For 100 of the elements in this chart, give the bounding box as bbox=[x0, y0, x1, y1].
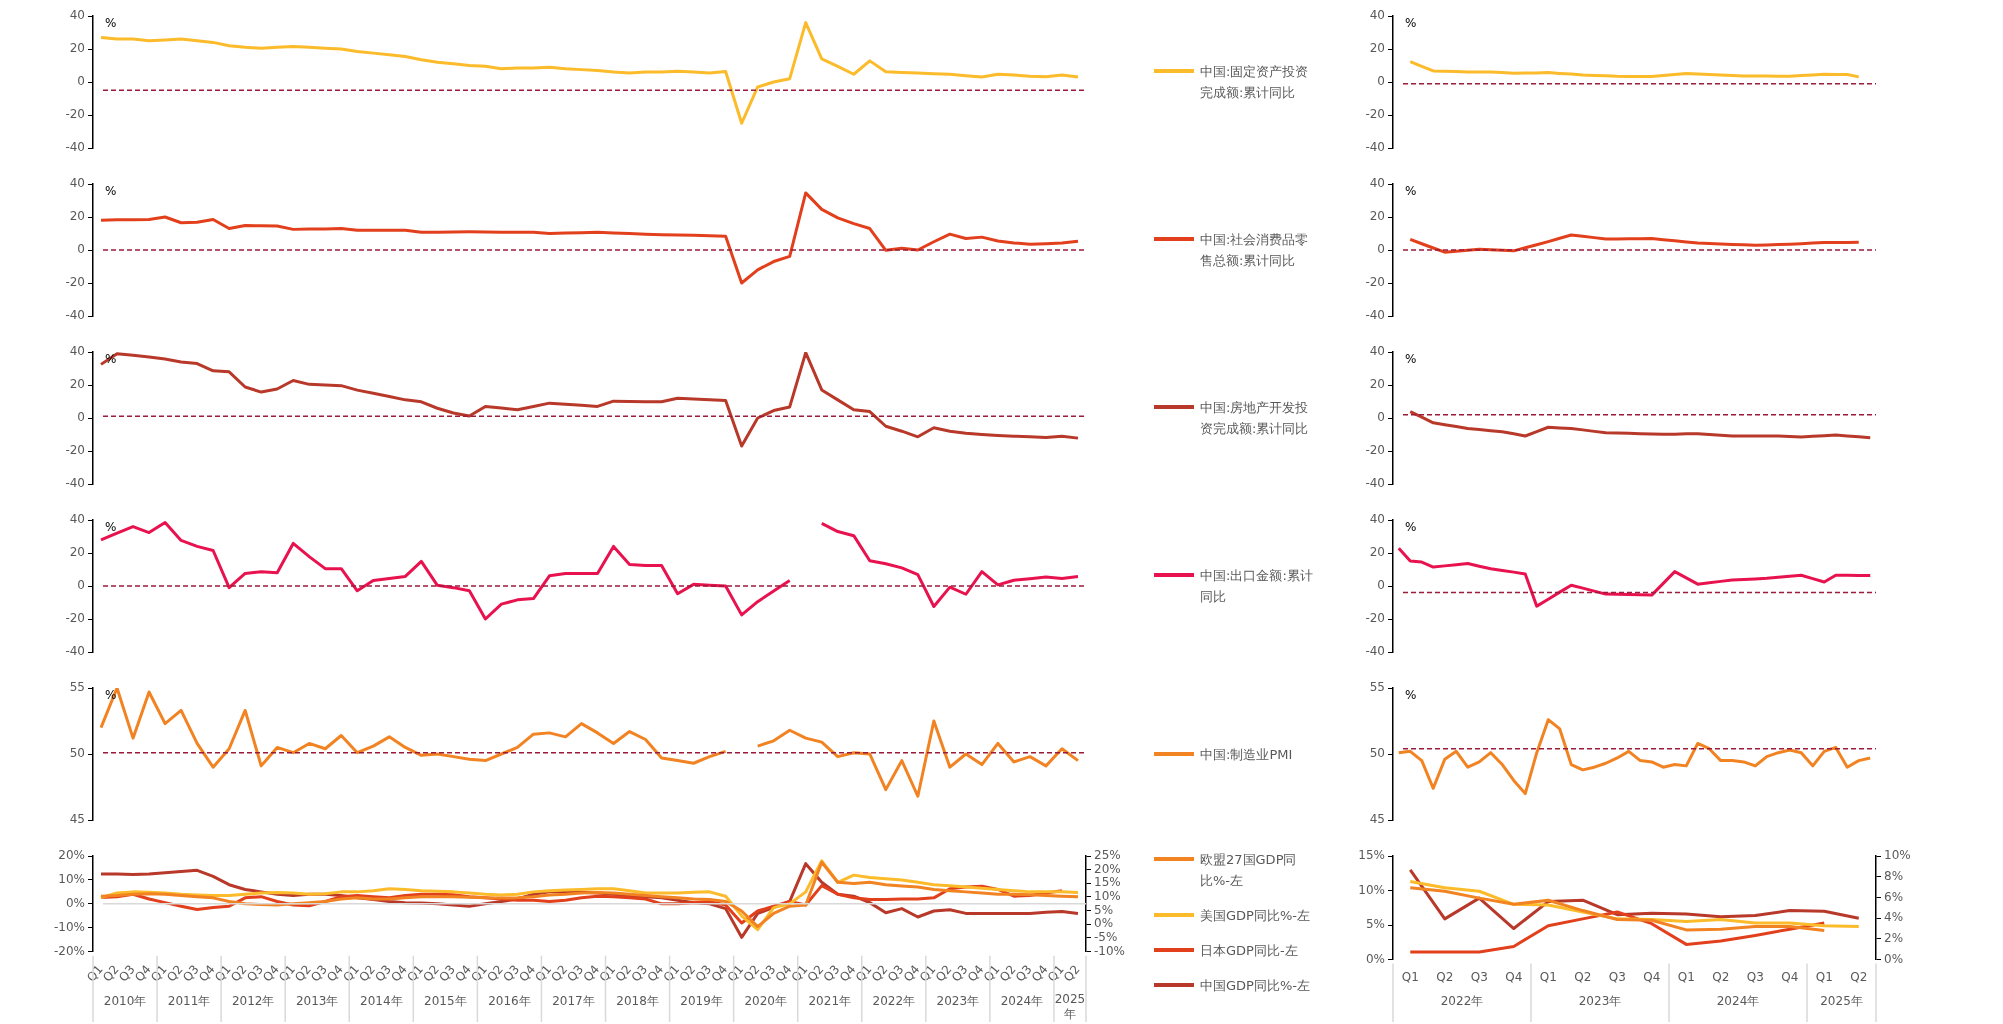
text: 2016年 bbox=[488, 994, 531, 1009]
y-axis-title: % bbox=[105, 16, 117, 31]
y-tick-label: 20 bbox=[1369, 545, 1385, 560]
text: 2020年 bbox=[744, 994, 787, 1009]
y-tick-label: -40 bbox=[65, 140, 85, 155]
y-axis-title: % bbox=[105, 520, 117, 535]
x-tick-label: Q4 bbox=[1505, 969, 1523, 984]
y-tick-label: -20 bbox=[65, 275, 85, 290]
y-tick-label: 0 bbox=[1377, 410, 1385, 425]
y-tick-label: 20 bbox=[69, 545, 85, 560]
y-tick-label: -10% bbox=[53, 919, 85, 934]
text: 2018年 bbox=[616, 994, 659, 1009]
y-tick-label: -20 bbox=[65, 107, 85, 122]
text: 2025年 bbox=[1054, 992, 1086, 1022]
text: 2015年 bbox=[424, 994, 467, 1009]
y-tick-label: 15% bbox=[1358, 848, 1385, 863]
x-tick-label: Q2 bbox=[1436, 969, 1454, 984]
y2-tick-label: 10% bbox=[1094, 889, 1121, 904]
text: 2022年 bbox=[1440, 994, 1484, 1009]
x-tick-label: Q2 bbox=[1712, 969, 1730, 984]
y-tick-label: -20 bbox=[1365, 443, 1385, 458]
y-tick-label: 50 bbox=[69, 746, 85, 761]
y2-tick-label: 2% bbox=[1884, 931, 1904, 946]
y-tick-label: 20 bbox=[1369, 377, 1385, 392]
y-axis-title: % bbox=[1405, 16, 1417, 31]
y-tick-label: 0% bbox=[1365, 951, 1385, 966]
legend-label: 日本GDP同比-左 bbox=[1200, 941, 1299, 960]
text: 2025年 bbox=[1820, 994, 1863, 1009]
y2-tick-label: 15% bbox=[1094, 875, 1121, 890]
y2-tick-label: 4% bbox=[1884, 910, 1904, 925]
y-axis-title: % bbox=[1405, 520, 1417, 535]
y-tick-label: 0 bbox=[1377, 74, 1385, 89]
y2-tick-label: 20% bbox=[1094, 861, 1121, 876]
y-tick-label: -40 bbox=[1365, 308, 1385, 323]
x-tick-label: Q3 bbox=[1608, 969, 1626, 984]
y-tick-label: -40 bbox=[65, 308, 85, 323]
y-tick-label: -40 bbox=[1365, 476, 1385, 491]
y-tick-label: 0 bbox=[1377, 578, 1385, 593]
y-tick-label: 0 bbox=[1377, 242, 1385, 257]
y-tick-label: 40 bbox=[1369, 176, 1385, 191]
y-tick-label: -40 bbox=[65, 476, 85, 491]
y-tick-label: 40 bbox=[69, 176, 85, 191]
legend-label: 中国:社会消费品零售总额:累计同比 bbox=[1200, 231, 1310, 270]
y-tick-label: 40 bbox=[1369, 8, 1385, 23]
x-tick-label: Q1 bbox=[1539, 969, 1557, 984]
y-axis-title: % bbox=[1405, 352, 1417, 367]
y2-tick-label: 0% bbox=[1094, 916, 1114, 931]
x-tick-label: Q1 bbox=[1401, 969, 1419, 984]
text: 2010年 bbox=[103, 994, 147, 1009]
y-tick-label: 10% bbox=[1358, 882, 1385, 897]
y-tick-label: 0 bbox=[77, 578, 85, 593]
x-tick-label: Q4 bbox=[1643, 969, 1661, 984]
y-tick-label: 50 bbox=[1369, 746, 1385, 761]
y-tick-label: -40 bbox=[1365, 644, 1385, 659]
y-tick-label: -20 bbox=[1365, 611, 1385, 626]
x-tick-label: Q2 bbox=[1850, 969, 1868, 984]
y-tick-label: 40 bbox=[69, 512, 85, 527]
text: 2024年 bbox=[1000, 994, 1044, 1009]
y2-tick-label: -5% bbox=[1094, 930, 1118, 945]
y-axis-title: % bbox=[1405, 184, 1417, 199]
y-tick-label: 55 bbox=[1369, 680, 1385, 695]
y-tick-label: -20 bbox=[1365, 275, 1385, 290]
text: 2021年 bbox=[808, 994, 852, 1009]
text: 2023年 bbox=[1578, 994, 1622, 1009]
legend-label: 中国:出口金额:累计同比 bbox=[1200, 567, 1314, 606]
y-tick-label: -20 bbox=[65, 443, 85, 458]
x-tick-label: Q3 bbox=[1746, 969, 1764, 984]
x-tick-label: Q3 bbox=[1470, 969, 1488, 984]
text: 2023年 bbox=[936, 994, 980, 1009]
y2-tick-label: 6% bbox=[1884, 889, 1904, 904]
text: 2013年 bbox=[295, 994, 339, 1009]
y-tick-label: 40 bbox=[1369, 512, 1385, 527]
y2-tick-label: -10% bbox=[1094, 943, 1126, 958]
y-tick-label: 55 bbox=[69, 680, 85, 695]
y-tick-label: 5% bbox=[1365, 917, 1385, 932]
y-tick-label: 20 bbox=[69, 209, 85, 224]
y-tick-label: 20 bbox=[1369, 41, 1385, 56]
y-tick-label: 0 bbox=[77, 74, 85, 89]
y-tick-label: 10% bbox=[58, 872, 85, 887]
text: 2011年 bbox=[167, 994, 211, 1009]
y2-tick-label: 0% bbox=[1884, 951, 1904, 966]
x-tick-label: Q4 bbox=[1781, 969, 1799, 984]
legend-label: 欧盟27国GDP同比%-左 bbox=[1200, 850, 1298, 890]
y-tick-label: -20 bbox=[65, 611, 85, 626]
y-tick-label: -20% bbox=[53, 943, 85, 958]
y-tick-label: 0% bbox=[65, 895, 85, 910]
legend-label: 中国:制造业PMI bbox=[1200, 745, 1294, 764]
y-tick-label: 40 bbox=[1369, 344, 1385, 359]
x-tick-label: Q2 bbox=[1574, 969, 1592, 984]
text: 2024年 bbox=[1716, 994, 1760, 1009]
y-tick-label: 45 bbox=[1369, 812, 1385, 827]
x-tick-label: Q1 bbox=[1677, 969, 1695, 984]
legend-label: 中国:固定资产投资完成额:累计同比 bbox=[1200, 63, 1310, 102]
y-tick-label: 0 bbox=[77, 242, 85, 257]
y2-tick-label: 10% bbox=[1884, 848, 1911, 863]
text: 2022年 bbox=[872, 994, 916, 1009]
x-tick-label: Q1 bbox=[1815, 969, 1833, 984]
text: 2014年 bbox=[360, 994, 403, 1009]
legend-label: 美国GDP同比%-左 bbox=[1200, 906, 1311, 925]
y-tick-label: 40 bbox=[69, 8, 85, 23]
